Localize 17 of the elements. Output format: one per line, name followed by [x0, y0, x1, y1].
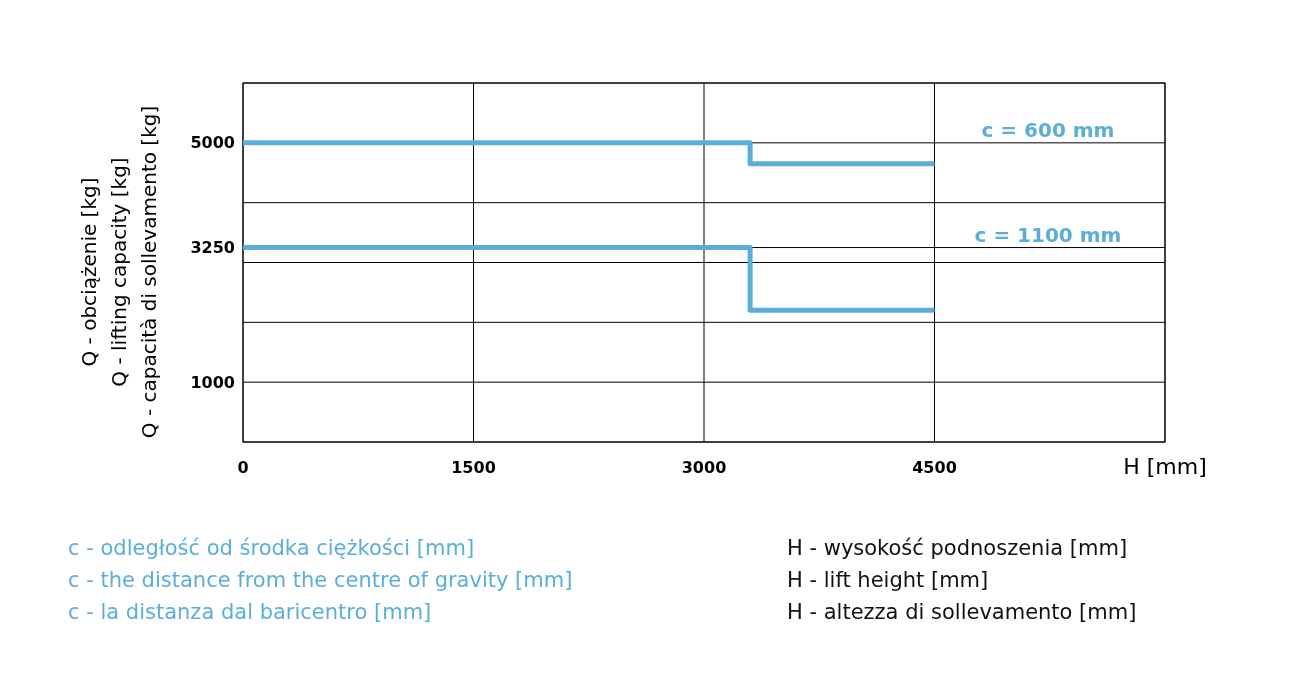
x-tick-label: 3000 [681, 458, 727, 477]
text: c - odległość od środka ciężkości [mm] [68, 536, 475, 560]
y-tick-label: 3250 [190, 238, 235, 258]
x-axis-title: H [mm] [1123, 454, 1207, 479]
text: H - wysokość podnoszenia [mm] [787, 536, 1128, 560]
x-tick-label: 0 [237, 458, 249, 477]
text: c = 1100 mm [974, 222, 1122, 247]
text: c = 600 mm [981, 117, 1115, 142]
text: H - lift height [mm] [787, 568, 989, 592]
text: c - the distance from the centre of gravity [mm] [68, 568, 573, 592]
y-axis-title: Q - obciążenie [kg] Q - lifting capacity [kg] Q - capacità di sollevamento [kg] [77, 105, 161, 439]
x-tick-label: 1500 [451, 458, 496, 477]
text: c - la distanza dal baricentro [mm] [68, 600, 432, 624]
y-tick-label: 1000 [190, 372, 235, 392]
text: H - altezza di sollevamento [mm] [787, 600, 1137, 624]
x-tick-label: 4500 [912, 458, 957, 477]
y-tick-label: 5000 [190, 133, 235, 153]
